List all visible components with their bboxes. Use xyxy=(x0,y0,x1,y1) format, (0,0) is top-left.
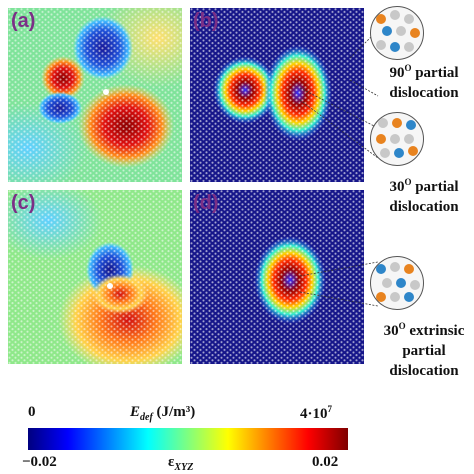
annotation-30-extrinsic: 30O extrinsic partial dislocation xyxy=(374,316,474,381)
panel-b: (b) xyxy=(190,8,364,182)
annotation-30e-degree: O xyxy=(398,321,406,331)
atom-inset-30-partial xyxy=(370,112,424,166)
panel-b-label: (b) xyxy=(193,10,219,32)
strain-axis-label: εXYZ xyxy=(168,454,193,473)
annotation-30e-extrinsic-word: extrinsic xyxy=(405,323,465,339)
energy-max-label: 4·107 xyxy=(300,404,332,423)
panel-a-label: (a) xyxy=(11,10,36,32)
atom-inset-30-extrinsic xyxy=(370,256,424,310)
annotation-90-partial: 90O partial dislocation xyxy=(378,58,470,103)
annotation-30-partial-word: partial xyxy=(411,179,459,195)
energy-axis-label: Edef (J/m³) xyxy=(130,404,195,423)
atom-inset-90-partial xyxy=(370,6,424,60)
strain-symbol: ε xyxy=(168,454,175,470)
panel-d-label: (d) xyxy=(193,192,219,214)
colorbar xyxy=(28,428,348,450)
panel-a: (a) xyxy=(8,8,182,182)
strain-min-label: −0.02 xyxy=(22,454,57,470)
energy-max-exponent: 7 xyxy=(327,404,333,414)
annotation-90-value: 90 xyxy=(389,65,405,81)
annotation-30-partial: 30O partial dislocation xyxy=(378,172,470,217)
energy-map-d xyxy=(190,190,364,364)
energy-symbol: E xyxy=(130,404,141,420)
annotation-90-degree: O xyxy=(404,63,412,73)
strain-max-label: 0.02 xyxy=(312,454,339,470)
annotation-90-partial-word: partial xyxy=(411,65,459,81)
energy-unit: (J/m³) xyxy=(152,404,196,420)
annotation-30-dislocation: dislocation xyxy=(389,199,459,215)
energy-subscript: def xyxy=(140,412,153,423)
energy-map-b xyxy=(190,8,364,182)
strain-map-c xyxy=(8,190,182,364)
annotation-30e-partial: partial xyxy=(402,343,446,359)
annotation-30-degree: O xyxy=(404,177,412,187)
annotation-30e-dislocation: dislocation xyxy=(389,363,459,379)
panel-c-label: (c) xyxy=(11,192,36,214)
panel-c: (c) xyxy=(8,190,182,364)
panel-d: (d) xyxy=(190,190,364,364)
energy-min-label: 0 xyxy=(28,404,36,420)
annotation-30e-value: 30 xyxy=(383,323,399,339)
strain-subscript: XYZ xyxy=(174,462,194,473)
annotation-90-dislocation: dislocation xyxy=(389,85,459,101)
strain-map-a xyxy=(8,8,182,182)
energy-max-value: 4·10 xyxy=(300,406,328,422)
annotation-30-value: 30 xyxy=(389,179,405,195)
